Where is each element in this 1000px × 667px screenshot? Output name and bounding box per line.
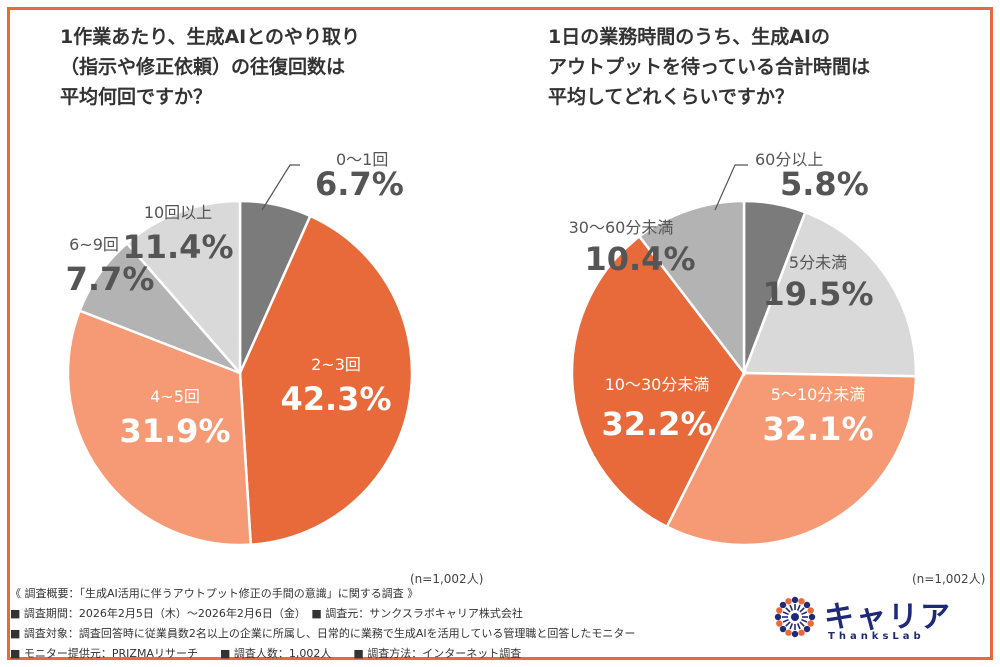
pie-label-0-4: 10回以上 bbox=[144, 203, 212, 222]
pie-label-0-2: 4~5回 bbox=[150, 387, 200, 406]
pie-label-1-1: 5分未満 bbox=[789, 253, 847, 272]
pie-slice-1-1 bbox=[742, 210, 918, 378]
pie-value-label-1-3: 32.2% bbox=[601, 405, 712, 443]
pie-value-label-0-1: 42.3% bbox=[280, 380, 391, 418]
logo-name: キャリア bbox=[824, 600, 952, 635]
sunburst-logo-icon bbox=[774, 596, 816, 638]
pie-label-1-3: 10～30分未満 bbox=[605, 375, 710, 394]
survey-overview: 《 調査概要：「生成AI活用に伴うアウトプット修正の手間の意識」に関する調査 》… bbox=[10, 584, 750, 664]
pie-slice-1-3 bbox=[570, 234, 746, 529]
pie-value-label-0-4: 11.4% bbox=[122, 228, 233, 266]
pie-value-label-1-4: 10.4% bbox=[584, 240, 695, 278]
pie-value-label-0-0: 6.7% bbox=[315, 165, 404, 203]
pie-value-label-0-2: 31.9% bbox=[119, 412, 230, 450]
pie-label-1-0: 60分以上 bbox=[755, 150, 823, 169]
pie-label-0-0: 0～1回 bbox=[336, 150, 388, 169]
survey-target: ■ 調査対象：調査回答時に従業員数2名以上の企業に所属し、日常的に業務で生成AI… bbox=[10, 627, 636, 640]
pie-slice-1-2 bbox=[665, 371, 918, 547]
pie-label-1-4: 30～60分未満 bbox=[569, 218, 674, 237]
logo-sub: ThanksLab bbox=[828, 631, 925, 642]
pie-label-1-2: 5～10分未満 bbox=[771, 385, 866, 404]
pie-slice-1-4 bbox=[637, 199, 746, 377]
pie-slice-0-2 bbox=[66, 309, 253, 547]
leader-line-1-0 bbox=[714, 164, 748, 211]
pie-slice-0-1 bbox=[238, 214, 414, 546]
sample-size-note-left: (n=1,002人) bbox=[410, 572, 484, 586]
pie-label-0-1: 2~3回 bbox=[311, 355, 361, 374]
pie-value-label-1-1: 19.5% bbox=[762, 275, 873, 313]
leader-line-0-0 bbox=[261, 164, 300, 211]
survey-title: 《 調査概要：「生成AI活用に伴うアウトプット修正の手間の意識」に関する調査 》 bbox=[10, 587, 419, 600]
pie-value-label-1-0: 5.8% bbox=[780, 165, 869, 203]
pie-value-label-1-2: 32.1% bbox=[762, 410, 873, 448]
survey-method: ■ モニター提供元：PRIZMAリサーチ ■ 調査人数：1,002人 ■ 調査方… bbox=[10, 647, 522, 660]
sample-size-note-right: (n=1,002人) bbox=[912, 572, 986, 586]
brand-logo: キャリア ThanksLab bbox=[768, 590, 988, 650]
pie-value-label-0-3: 7.7% bbox=[66, 260, 155, 298]
survey-period: ■ 調査期間：2026年2月5日（木）～2026年2月6日（金） ■ 調査元：サ… bbox=[10, 607, 523, 620]
pie-slice-0-4 bbox=[125, 199, 242, 377]
pie-label-0-3: 6~9回 bbox=[69, 235, 119, 254]
chart-title-right: 1日の業務時間のうち、生成AIの アウトプットを待っている合計時間は 平均してど… bbox=[548, 26, 871, 108]
chart-title-left: 1作業あたり、生成AIとのやり取り （指示や修正依頼）の往復回数は 平均何回です… bbox=[60, 26, 361, 108]
